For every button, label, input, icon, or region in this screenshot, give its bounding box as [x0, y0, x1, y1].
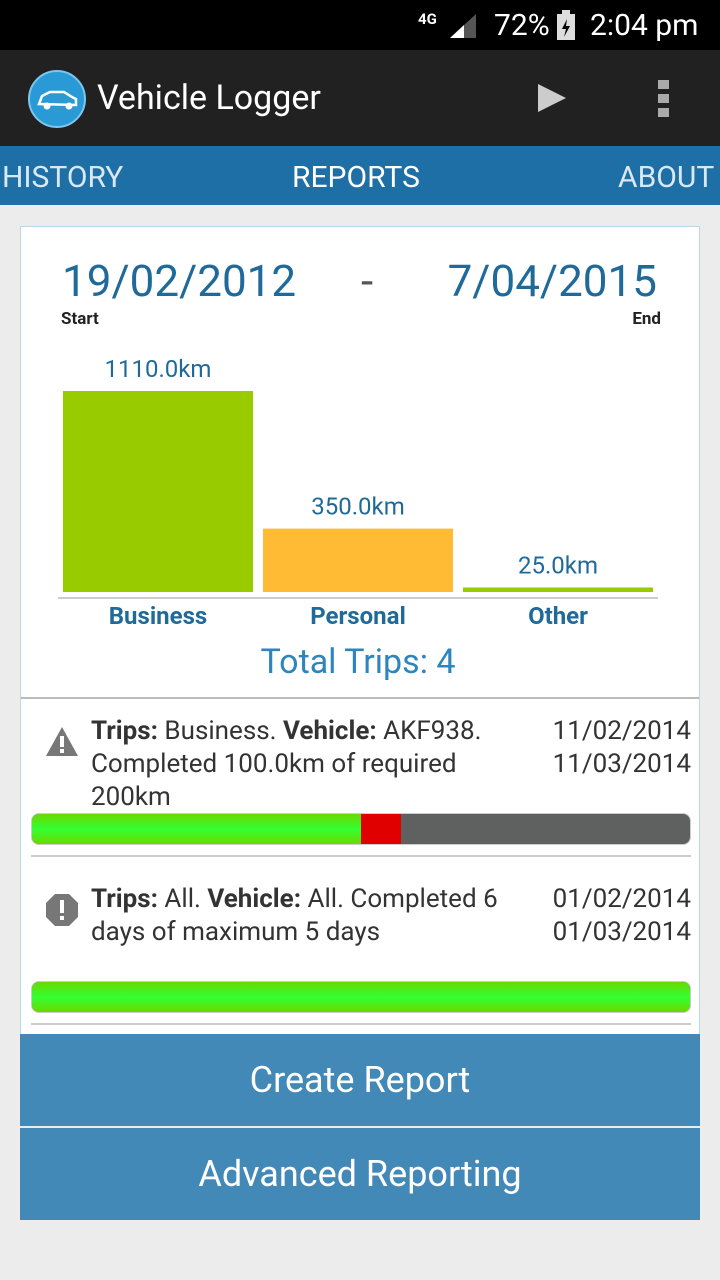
start-label: Start — [61, 309, 99, 329]
advanced-reporting-button[interactable]: Advanced Reporting — [20, 1128, 700, 1220]
network: 4G — [418, 10, 437, 28]
alert-segment: AKF938. Completed 100.0km of required 20… — [91, 716, 482, 812]
alert-date: 11/03/2014 — [552, 749, 691, 779]
progress-marker — [361, 814, 401, 844]
play-button[interactable] — [536, 82, 568, 114]
start-date[interactable]: 19/02/2012 — [62, 255, 297, 307]
category-label: Personal — [310, 602, 406, 630]
alert-text: Trips: All. Vehicle: All. Completed 6 da… — [91, 883, 511, 949]
date-separator: - — [361, 255, 374, 307]
end-label: End — [632, 309, 661, 329]
tab-bar: HISTORY REPORTS ABOUT — [0, 146, 720, 205]
tab-selected[interactable]: REPORTS — [292, 160, 420, 195]
category-label: Other — [528, 602, 588, 630]
progress-fill — [32, 982, 690, 1012]
bar — [63, 391, 253, 592]
progress-bar — [31, 813, 691, 845]
battery-icon — [557, 10, 575, 40]
alert-segment: Vehicle: — [207, 884, 302, 914]
value-label: 1110.0km — [105, 355, 212, 383]
divider — [21, 697, 699, 699]
alert-icon — [46, 727, 78, 756]
alert-segment: All. Completed 6 days of maximum 5 days — [91, 884, 498, 947]
report-card: 19/02/2012 - 7/04/2015 Start End 1110.0k… — [20, 226, 700, 1036]
alert-date: 01/03/2014 — [552, 917, 691, 947]
overflow-menu[interactable] — [656, 78, 672, 120]
alert-date: 11/02/2014 — [552, 716, 691, 746]
alert-dates: 01/02/2014 01/03/2014 — [553, 883, 691, 949]
bar — [463, 587, 653, 592]
value-label: 350.0km — [311, 493, 405, 521]
time: 2:04 pm — [590, 8, 699, 43]
end-date[interactable]: 7/04/2015 — [447, 255, 657, 307]
tab[interactable]: ABOUT — [618, 160, 715, 195]
alert-icon — [46, 894, 78, 926]
alert-segment: Vehicle: — [282, 716, 377, 746]
value-label: 25.0km — [518, 551, 598, 579]
tab[interactable]: HISTORY — [2, 160, 124, 195]
bar — [263, 528, 453, 592]
alert-segment: Business. — [164, 716, 277, 746]
divider — [31, 855, 691, 857]
app-bar: Vehicle Logger — [0, 50, 720, 146]
alert-segment: Trips: — [91, 884, 158, 914]
create-report-button[interactable]: Create Report — [20, 1034, 700, 1126]
signal-icon — [450, 14, 476, 38]
bar-chart: 1110.0km Business 350.0km Personal 25.0km Oth… — [58, 355, 658, 682]
alert-dates: 11/02/2014 11/03/2014 — [553, 715, 691, 781]
alert-segment: All. — [164, 884, 201, 914]
battery: 72% — [494, 8, 550, 43]
alert-date: 01/02/2014 — [552, 884, 691, 914]
app-logo[interactable] — [28, 70, 86, 128]
category-label: Business — [109, 602, 208, 630]
divider — [31, 1023, 691, 1025]
status-bar: 4G 72% 2:04 pm — [0, 0, 720, 50]
alert-segment: Trips: — [91, 716, 158, 746]
progress-bar — [31, 981, 691, 1013]
total-trips: Total Trips: 4 — [261, 642, 456, 682]
alert-text: Trips: Business. Vehicle: AKF938. Comple… — [91, 715, 511, 814]
app-title: Vehicle Logger — [97, 78, 321, 118]
progress-fill — [32, 814, 361, 844]
